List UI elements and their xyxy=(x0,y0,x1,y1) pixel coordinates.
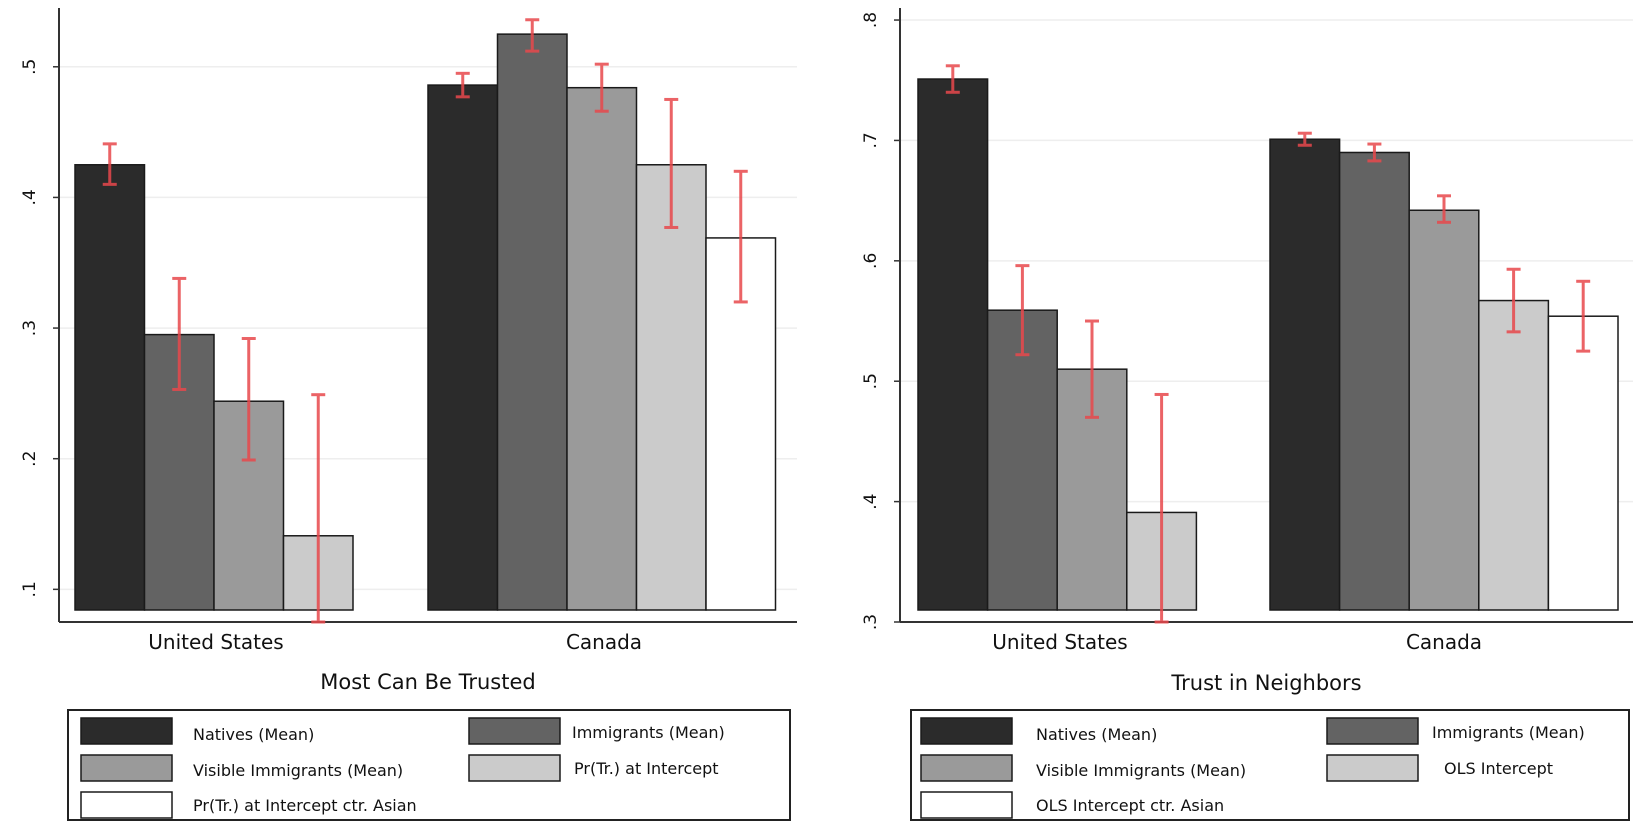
error-bar xyxy=(241,337,256,462)
y-tick-label: .1 xyxy=(20,581,40,597)
legend-label: Pr(Tr.) at Intercept ctr. Asian xyxy=(193,796,417,815)
bar xyxy=(1408,209,1480,611)
legend-swatch xyxy=(468,717,561,745)
error-bar xyxy=(733,169,748,304)
error-bar xyxy=(1576,279,1591,353)
error-bar xyxy=(664,97,679,229)
error-bar xyxy=(1367,142,1382,163)
y-tick-label: .3 xyxy=(861,614,881,630)
legend-box xyxy=(910,709,1630,821)
x-axis-title: Most Can Be Trusted xyxy=(320,670,535,694)
y-tick-label: .2 xyxy=(20,451,40,467)
legend-label: Visible Immigrants (Mean) xyxy=(193,761,403,780)
error-bar xyxy=(1085,319,1099,419)
category-label: Canada xyxy=(1406,630,1482,654)
bar xyxy=(635,164,707,611)
error-bar xyxy=(594,62,609,113)
error-bar xyxy=(1437,194,1451,224)
error-bar xyxy=(102,142,117,186)
y-tick-label: .6 xyxy=(861,253,881,269)
chart-most-can-be-trusted: .1 .2 .3 .4 .5 United States Canada Most Can Be… xyxy=(20,8,797,821)
error-bar xyxy=(1297,131,1312,147)
legend-label: Natives (Mean) xyxy=(193,725,314,744)
y-tick-label: .4 xyxy=(861,493,881,509)
y-tick-label: .5 xyxy=(20,59,40,75)
legend-label: Immigrants (Mean) xyxy=(1432,723,1585,742)
error-bar xyxy=(525,18,540,53)
legend-swatch xyxy=(1326,717,1419,745)
bar xyxy=(566,86,638,611)
legend: Natives (Mean) Immigrants (Mean) Visible I… xyxy=(67,709,791,821)
legend-swatch xyxy=(920,717,1013,745)
error-bar xyxy=(1015,264,1030,357)
legend-swatch xyxy=(468,754,561,782)
error-bar xyxy=(172,276,187,391)
legend-swatch xyxy=(920,791,1013,819)
bar xyxy=(917,78,989,611)
x-axis-title: Trust in Neighbors xyxy=(1170,671,1361,695)
legend-label: Natives (Mean) xyxy=(1036,725,1157,744)
bar xyxy=(1338,151,1410,611)
legend-swatch xyxy=(80,791,173,819)
legend-swatch xyxy=(1326,754,1419,782)
y-tick-label: .4 xyxy=(20,189,40,205)
legend-swatch xyxy=(920,754,1013,782)
legend-swatch xyxy=(80,717,173,745)
y-tick-label: .8 xyxy=(861,12,881,28)
y-tick-label: .5 xyxy=(861,373,881,389)
legend-box xyxy=(67,709,791,821)
bar xyxy=(986,309,1058,611)
chart-trust-in-neighbors: .3 .4 .5 .6 .7 .8 United States Canada Trust in … xyxy=(861,8,1633,821)
y-tick-label: .7 xyxy=(861,132,881,148)
error-bar xyxy=(945,64,960,94)
error-bar xyxy=(311,393,326,624)
bar xyxy=(74,164,146,611)
legend-label: OLS Intercept ctr. Asian xyxy=(1036,796,1224,815)
legend: Natives (Mean) Immigrants (Mean) Visible I… xyxy=(910,709,1630,821)
legend-label: OLS Intercept xyxy=(1444,759,1553,778)
bar xyxy=(496,33,568,611)
bar xyxy=(1547,315,1619,611)
bar xyxy=(1478,299,1550,611)
category-label: Canada xyxy=(566,630,642,654)
legend-label: Pr(Tr.) at Intercept xyxy=(574,759,719,778)
bar xyxy=(1269,138,1341,611)
error-bar xyxy=(455,71,470,99)
category-label: United States xyxy=(148,630,283,654)
legend-label: Immigrants (Mean) xyxy=(572,723,725,742)
error-bar xyxy=(1154,392,1169,624)
y-tick-label: .3 xyxy=(20,320,40,336)
error-bar xyxy=(1506,267,1521,334)
category-label: United States xyxy=(992,630,1127,654)
bar xyxy=(427,84,499,611)
legend-label: Visible Immigrants (Mean) xyxy=(1036,761,1246,780)
legend-swatch xyxy=(80,754,173,782)
